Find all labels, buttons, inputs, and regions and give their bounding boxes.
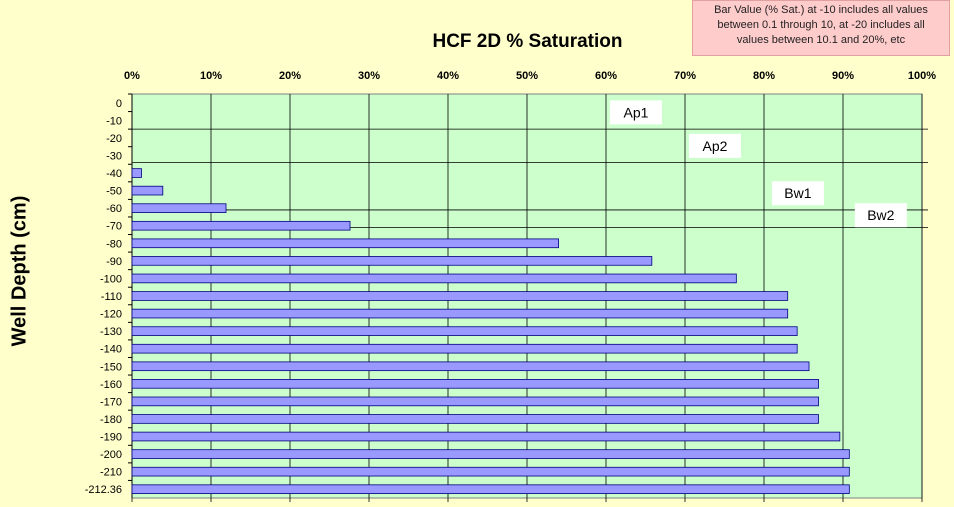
y-tick-label: -30 <box>106 150 122 162</box>
y-tick-label: -110 <box>101 291 122 303</box>
y-tick-label: -140 <box>100 344 122 356</box>
bar <box>131 203 227 213</box>
y-tick-label: -10 <box>106 115 122 127</box>
bar <box>131 361 810 372</box>
bar <box>131 238 560 249</box>
horizon-label-ap2: Ap2 <box>702 138 727 154</box>
legend-note: Bar Value (% Sat.) at -10 includes all v… <box>692 0 950 56</box>
horizon-label-box <box>854 203 907 228</box>
y-tick-label: -70 <box>106 221 122 233</box>
y-tick-label: -190 <box>100 432 122 444</box>
y-tick-label: -50 <box>106 186 122 198</box>
bar <box>131 291 789 301</box>
x-tick-label: 30% <box>358 70 380 82</box>
y-tick-label: -40 <box>106 168 122 180</box>
chart-title: HCF 2D % Saturation <box>432 31 623 52</box>
y-tick-label: -150 <box>100 361 122 373</box>
note-line-2: between 0.1 through 10, at -20 includes … <box>717 19 925 31</box>
y-tick-label: -80 <box>106 238 122 250</box>
x-tick-label: 90% <box>832 70 854 82</box>
horizon-label-box <box>771 181 824 206</box>
bar <box>131 431 841 442</box>
y-tick-label: -130 <box>100 326 122 338</box>
x-tick-label: 70% <box>674 70 696 82</box>
x-tick-label: 40% <box>437 70 459 82</box>
x-tick-label: 20% <box>279 70 301 82</box>
x-tick-label: 10% <box>200 70 222 82</box>
y-tick-label: -60 <box>106 203 122 215</box>
horizon-label-bw1: Bw1 <box>784 185 811 201</box>
y-tick-label: -100 <box>100 273 122 285</box>
bar <box>131 308 789 319</box>
x-tick-label: 0% <box>124 70 140 82</box>
x-tick-label: 100% <box>908 70 936 82</box>
y-tick-label: -210 <box>100 467 122 479</box>
y-tick-label: 0 <box>116 98 122 110</box>
bar <box>131 414 819 424</box>
bar <box>131 326 798 336</box>
bar <box>131 379 819 389</box>
horizon-label-box <box>609 100 662 125</box>
note-line-1: Bar Value (% Sat.) at -10 includes all v… <box>714 4 928 16</box>
horizon-label-ap1: Ap1 <box>623 104 648 120</box>
x-tick-label: 60% <box>595 70 617 82</box>
note-line-3: values between 10.1 and 20%, etc <box>736 34 906 46</box>
y-tick-label: -120 <box>100 309 122 321</box>
bar <box>131 484 850 495</box>
y-tick-label: -212.36 <box>85 484 122 496</box>
bar <box>131 449 850 459</box>
y-tick-label: -160 <box>100 379 122 391</box>
bar <box>131 256 653 266</box>
horizon-label-box <box>688 133 741 158</box>
x-tick-label: 50% <box>516 70 538 82</box>
y-tick-label: -200 <box>100 449 122 461</box>
y-tick-label: -170 <box>100 396 122 408</box>
bar <box>131 273 737 284</box>
bar <box>131 396 819 407</box>
bar <box>131 466 850 477</box>
bar <box>131 168 142 178</box>
bar <box>131 185 164 196</box>
bar <box>131 343 798 354</box>
x-tick-label: 80% <box>753 70 775 82</box>
horizon-label-bw2: Bw2 <box>867 207 894 223</box>
bar <box>131 220 351 231</box>
y-tick-label: -180 <box>100 414 122 426</box>
y-tick-label: -20 <box>106 133 122 145</box>
y-tick-label: -90 <box>106 256 122 268</box>
